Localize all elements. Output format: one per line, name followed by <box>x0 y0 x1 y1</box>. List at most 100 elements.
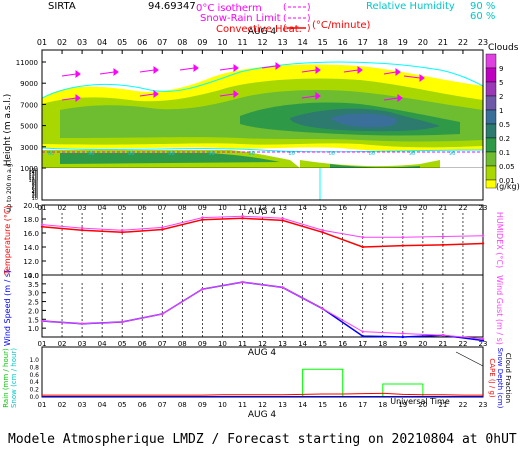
cloud-x-tick-label: 22 <box>458 38 468 47</box>
wind-x-tick-label: 19 <box>398 340 407 348</box>
y-tick-label: 20.0 <box>23 202 39 210</box>
station-name: SIRTA <box>48 1 76 12</box>
series-point <box>161 228 164 231</box>
rain-x-tick-label: 06 <box>138 401 147 409</box>
x-tick-label: 06 <box>138 204 147 212</box>
cloud-date-label: AUG 4 <box>248 27 277 37</box>
cape-y-label: CAPE (J / g) <box>488 358 496 398</box>
wind-x-ticks-bottom: 01 02 03 04 05 06 07 08 09 10 11 12 13 14 15 16 17 18 19 20… <box>38 340 488 348</box>
y-tick-label: 16.0 <box>23 230 39 238</box>
snow-y-label: Snow (cm / hour) <box>10 348 18 408</box>
rain-y-label: Rain (mm / hour) <box>2 348 10 408</box>
legend-header-swatches: () () () <box>283 3 311 34</box>
wind-x-tick-label: 09 <box>198 340 207 348</box>
cloud-y-ticks-upper: 1000 3000 5000 7000 9000 11000 <box>16 59 46 173</box>
cloud-legend-swatch <box>485 137 497 153</box>
wind-x-tick-label: 03 <box>78 340 87 348</box>
series-point <box>361 245 364 249</box>
series-point <box>40 225 44 228</box>
cloud-legend-swatch <box>485 67 497 83</box>
cloud-x-tick-label: 19 <box>398 38 408 47</box>
cloud-y-label: Height (m a.s.l.) <box>3 94 13 167</box>
rain-bottom-date-label: AUG 4 <box>248 410 277 420</box>
station-coords: 94.69347 <box>148 1 196 12</box>
series-point <box>40 223 44 226</box>
y-tick-label: 1.5 <box>28 316 39 324</box>
series-point <box>40 319 44 323</box>
cloud-y-tick-label-lower: 20 <box>32 194 38 200</box>
temperature-y-ticks: 10.0 12.0 14.0 16.0 18.0 20.0 <box>23 202 46 280</box>
x-tick-label: 14 <box>298 204 307 212</box>
rain-x-tick-label: 20 <box>418 401 427 409</box>
x-tick-label: 17 <box>358 204 367 212</box>
rain-x-tick-label: 05 <box>118 401 127 409</box>
rain-x-tick-label: 02 <box>58 401 67 409</box>
series-point <box>361 330 364 333</box>
series-line-wind-gust <box>41 281 484 340</box>
isotherm-label: 80 <box>168 151 174 157</box>
rain-plot-frame <box>41 346 484 398</box>
rain-x-tick-label: 04 <box>98 401 107 409</box>
cloud-x-tick-label: 17 <box>358 38 368 47</box>
wind-x-tick-label: 08 <box>178 340 187 348</box>
cloud-y-tick-label-lower: 150 <box>28 168 38 174</box>
wind-panel-connector <box>455 351 484 367</box>
low-cloud-core <box>60 153 280 164</box>
cloud-x-tick-label: 18 <box>378 38 388 47</box>
rain-bar <box>302 368 344 397</box>
x-tick-label: 16 <box>338 204 347 212</box>
cloud-legend-label: 0.5 <box>499 121 510 129</box>
cloud-x-tick-label: 15 <box>318 38 328 47</box>
series-point <box>401 335 405 339</box>
x-tick-label: 12 <box>258 204 267 212</box>
x-tick-label: 10 <box>218 204 227 212</box>
cloud-y-tick-label-lower: 60 <box>32 186 38 192</box>
rain-series <box>42 351 484 397</box>
snow-depth-y-label: Snow Depth (cm) <box>496 348 504 409</box>
cloud-y-tick-label: 5000 <box>20 123 38 131</box>
rain-x-tick-label: 18 <box>378 401 387 409</box>
series-point <box>80 229 84 232</box>
temperature-panel <box>40 204 485 276</box>
cloud-x-tick-label: 04 <box>97 38 107 47</box>
series-point <box>441 243 445 247</box>
series-point <box>201 287 204 291</box>
cloud-y-tick-label: 7000 <box>20 101 38 109</box>
cloud-x-tick-label: 23 <box>478 38 488 47</box>
rain-x-tick-label: 19 <box>398 401 407 409</box>
temperature-y-label: Temperature (°C) <box>3 205 12 275</box>
rain-x-tick-label: 22 <box>458 401 467 409</box>
x-tick-label: 08 <box>178 204 187 212</box>
series-point <box>281 217 284 220</box>
isotherm-label: 00 <box>329 151 335 157</box>
wind-x-tick-label: 17 <box>358 340 367 348</box>
series-point <box>401 332 405 335</box>
cloud-y-tick-label-lower: 30 <box>32 192 38 198</box>
cloud-legend-label: 1 <box>499 107 503 115</box>
cloud-x-tick-label: 13 <box>277 38 287 47</box>
series-point <box>120 231 124 234</box>
cloud-y-tick-label-lower: 80 <box>32 182 38 188</box>
cloud-y-tick-label-lower: 100 <box>28 178 38 184</box>
cloud-legend-swatch <box>485 81 497 97</box>
cloud-y-tick-label-lower: 70 <box>32 184 38 190</box>
wind-x-tick-label: 14 <box>298 340 307 348</box>
wind-x-tick-label: 21 <box>438 340 447 348</box>
rain-x-tick-label: 11 <box>238 401 247 409</box>
cloud-x-tick-label: 21 <box>438 38 448 47</box>
series-point <box>201 216 204 219</box>
rain-x-tick-label: 10 <box>218 401 227 409</box>
series-point <box>321 231 324 234</box>
cloud-legend-swatch <box>485 53 497 69</box>
x-tick-label: 02 <box>58 204 67 212</box>
wind-panel <box>40 274 485 342</box>
rain-y-tick-label: 0.0 <box>29 394 39 401</box>
rain-x-ticks-bottom: 01 02 03 04 05 06 07 08 09 10 11 12 13 14 15 16 17 18 19 20… <box>38 401 488 409</box>
series-point <box>281 219 284 222</box>
series-point <box>481 234 485 237</box>
rain-y-ticks: 0.00.20.40.60.81.0 <box>29 357 39 401</box>
y-tick-label: 10.0 <box>23 272 39 280</box>
series-point <box>201 218 204 221</box>
cloud-panel: 809080809080800080909080 <box>41 49 495 201</box>
